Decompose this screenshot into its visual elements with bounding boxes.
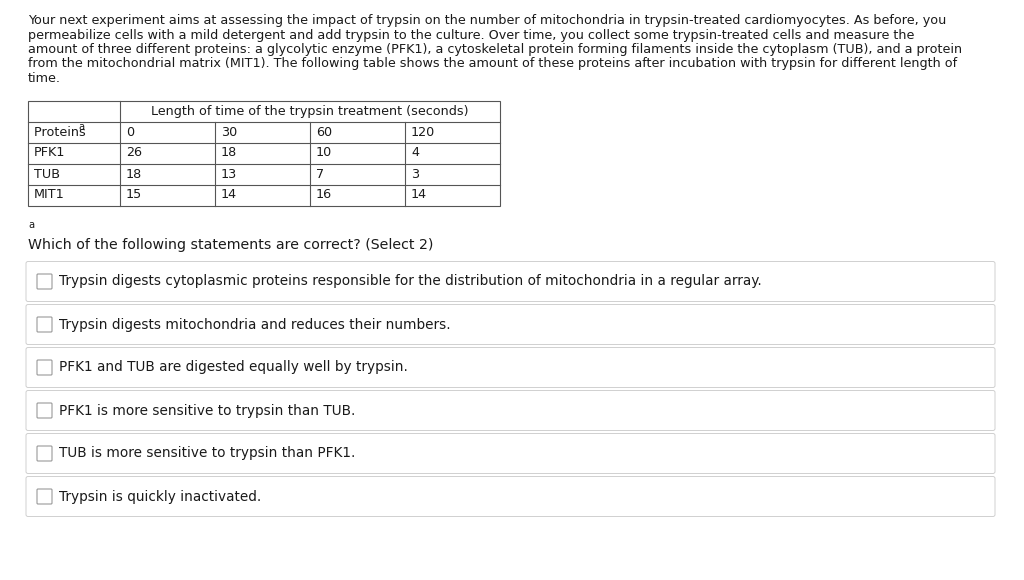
Text: Proteins: Proteins xyxy=(34,125,90,139)
FancyBboxPatch shape xyxy=(37,489,52,504)
Text: 14: 14 xyxy=(411,188,427,201)
Text: a: a xyxy=(78,122,84,132)
Bar xyxy=(28,100,500,205)
FancyBboxPatch shape xyxy=(37,360,52,375)
Text: Which of the following statements are correct? (Select 2): Which of the following statements are co… xyxy=(28,237,433,252)
Text: from the mitochondrial matrix (MIT1). The following table shows the amount of th: from the mitochondrial matrix (MIT1). Th… xyxy=(28,57,957,71)
FancyBboxPatch shape xyxy=(26,433,995,473)
Text: Trypsin digests cytoplasmic proteins responsible for the distribution of mitocho: Trypsin digests cytoplasmic proteins res… xyxy=(59,274,762,288)
Text: PFK1 is more sensitive to trypsin than TUB.: PFK1 is more sensitive to trypsin than T… xyxy=(59,404,355,418)
Text: 0: 0 xyxy=(126,125,134,139)
Text: Length of time of the trypsin treatment (seconds): Length of time of the trypsin treatment … xyxy=(152,104,469,118)
Text: time.: time. xyxy=(28,72,61,85)
Text: 16: 16 xyxy=(316,188,332,201)
Text: 10: 10 xyxy=(316,147,332,160)
Text: amount of three different proteins: a glycolytic enzyme (PFK1), a cytoskeletal p: amount of three different proteins: a gl… xyxy=(28,43,963,56)
FancyBboxPatch shape xyxy=(37,317,52,332)
Text: 7: 7 xyxy=(316,168,325,180)
FancyBboxPatch shape xyxy=(37,403,52,418)
Text: TUB is more sensitive to trypsin than PFK1.: TUB is more sensitive to trypsin than PF… xyxy=(59,447,355,461)
FancyBboxPatch shape xyxy=(26,304,995,345)
Text: 14: 14 xyxy=(221,188,238,201)
Text: permeabilize cells with a mild detergent and add trypsin to the culture. Over ti: permeabilize cells with a mild detergent… xyxy=(28,28,914,42)
Text: 18: 18 xyxy=(221,147,238,160)
Text: PFK1 and TUB are digested equally well by trypsin.: PFK1 and TUB are digested equally well b… xyxy=(59,361,408,375)
Text: 30: 30 xyxy=(221,125,238,139)
FancyBboxPatch shape xyxy=(37,274,52,289)
Text: 26: 26 xyxy=(126,147,142,160)
FancyBboxPatch shape xyxy=(26,262,995,302)
FancyBboxPatch shape xyxy=(37,446,52,461)
FancyBboxPatch shape xyxy=(26,347,995,387)
FancyBboxPatch shape xyxy=(26,477,995,517)
FancyBboxPatch shape xyxy=(26,390,995,430)
Text: MIT1: MIT1 xyxy=(34,188,65,201)
Text: PFK1: PFK1 xyxy=(34,147,66,160)
Text: 120: 120 xyxy=(411,125,435,139)
Text: a: a xyxy=(28,219,34,230)
Text: Trypsin is quickly inactivated.: Trypsin is quickly inactivated. xyxy=(59,490,261,503)
Text: 15: 15 xyxy=(126,188,142,201)
Text: TUB: TUB xyxy=(34,168,60,180)
Text: Your next experiment aims at assessing the impact of trypsin on the number of mi: Your next experiment aims at assessing t… xyxy=(28,14,946,27)
Text: 18: 18 xyxy=(126,168,142,180)
Text: 13: 13 xyxy=(221,168,238,180)
Text: 4: 4 xyxy=(411,147,419,160)
Text: 3: 3 xyxy=(411,168,419,180)
Text: Trypsin digests mitochondria and reduces their numbers.: Trypsin digests mitochondria and reduces… xyxy=(59,317,451,332)
Text: 60: 60 xyxy=(316,125,332,139)
